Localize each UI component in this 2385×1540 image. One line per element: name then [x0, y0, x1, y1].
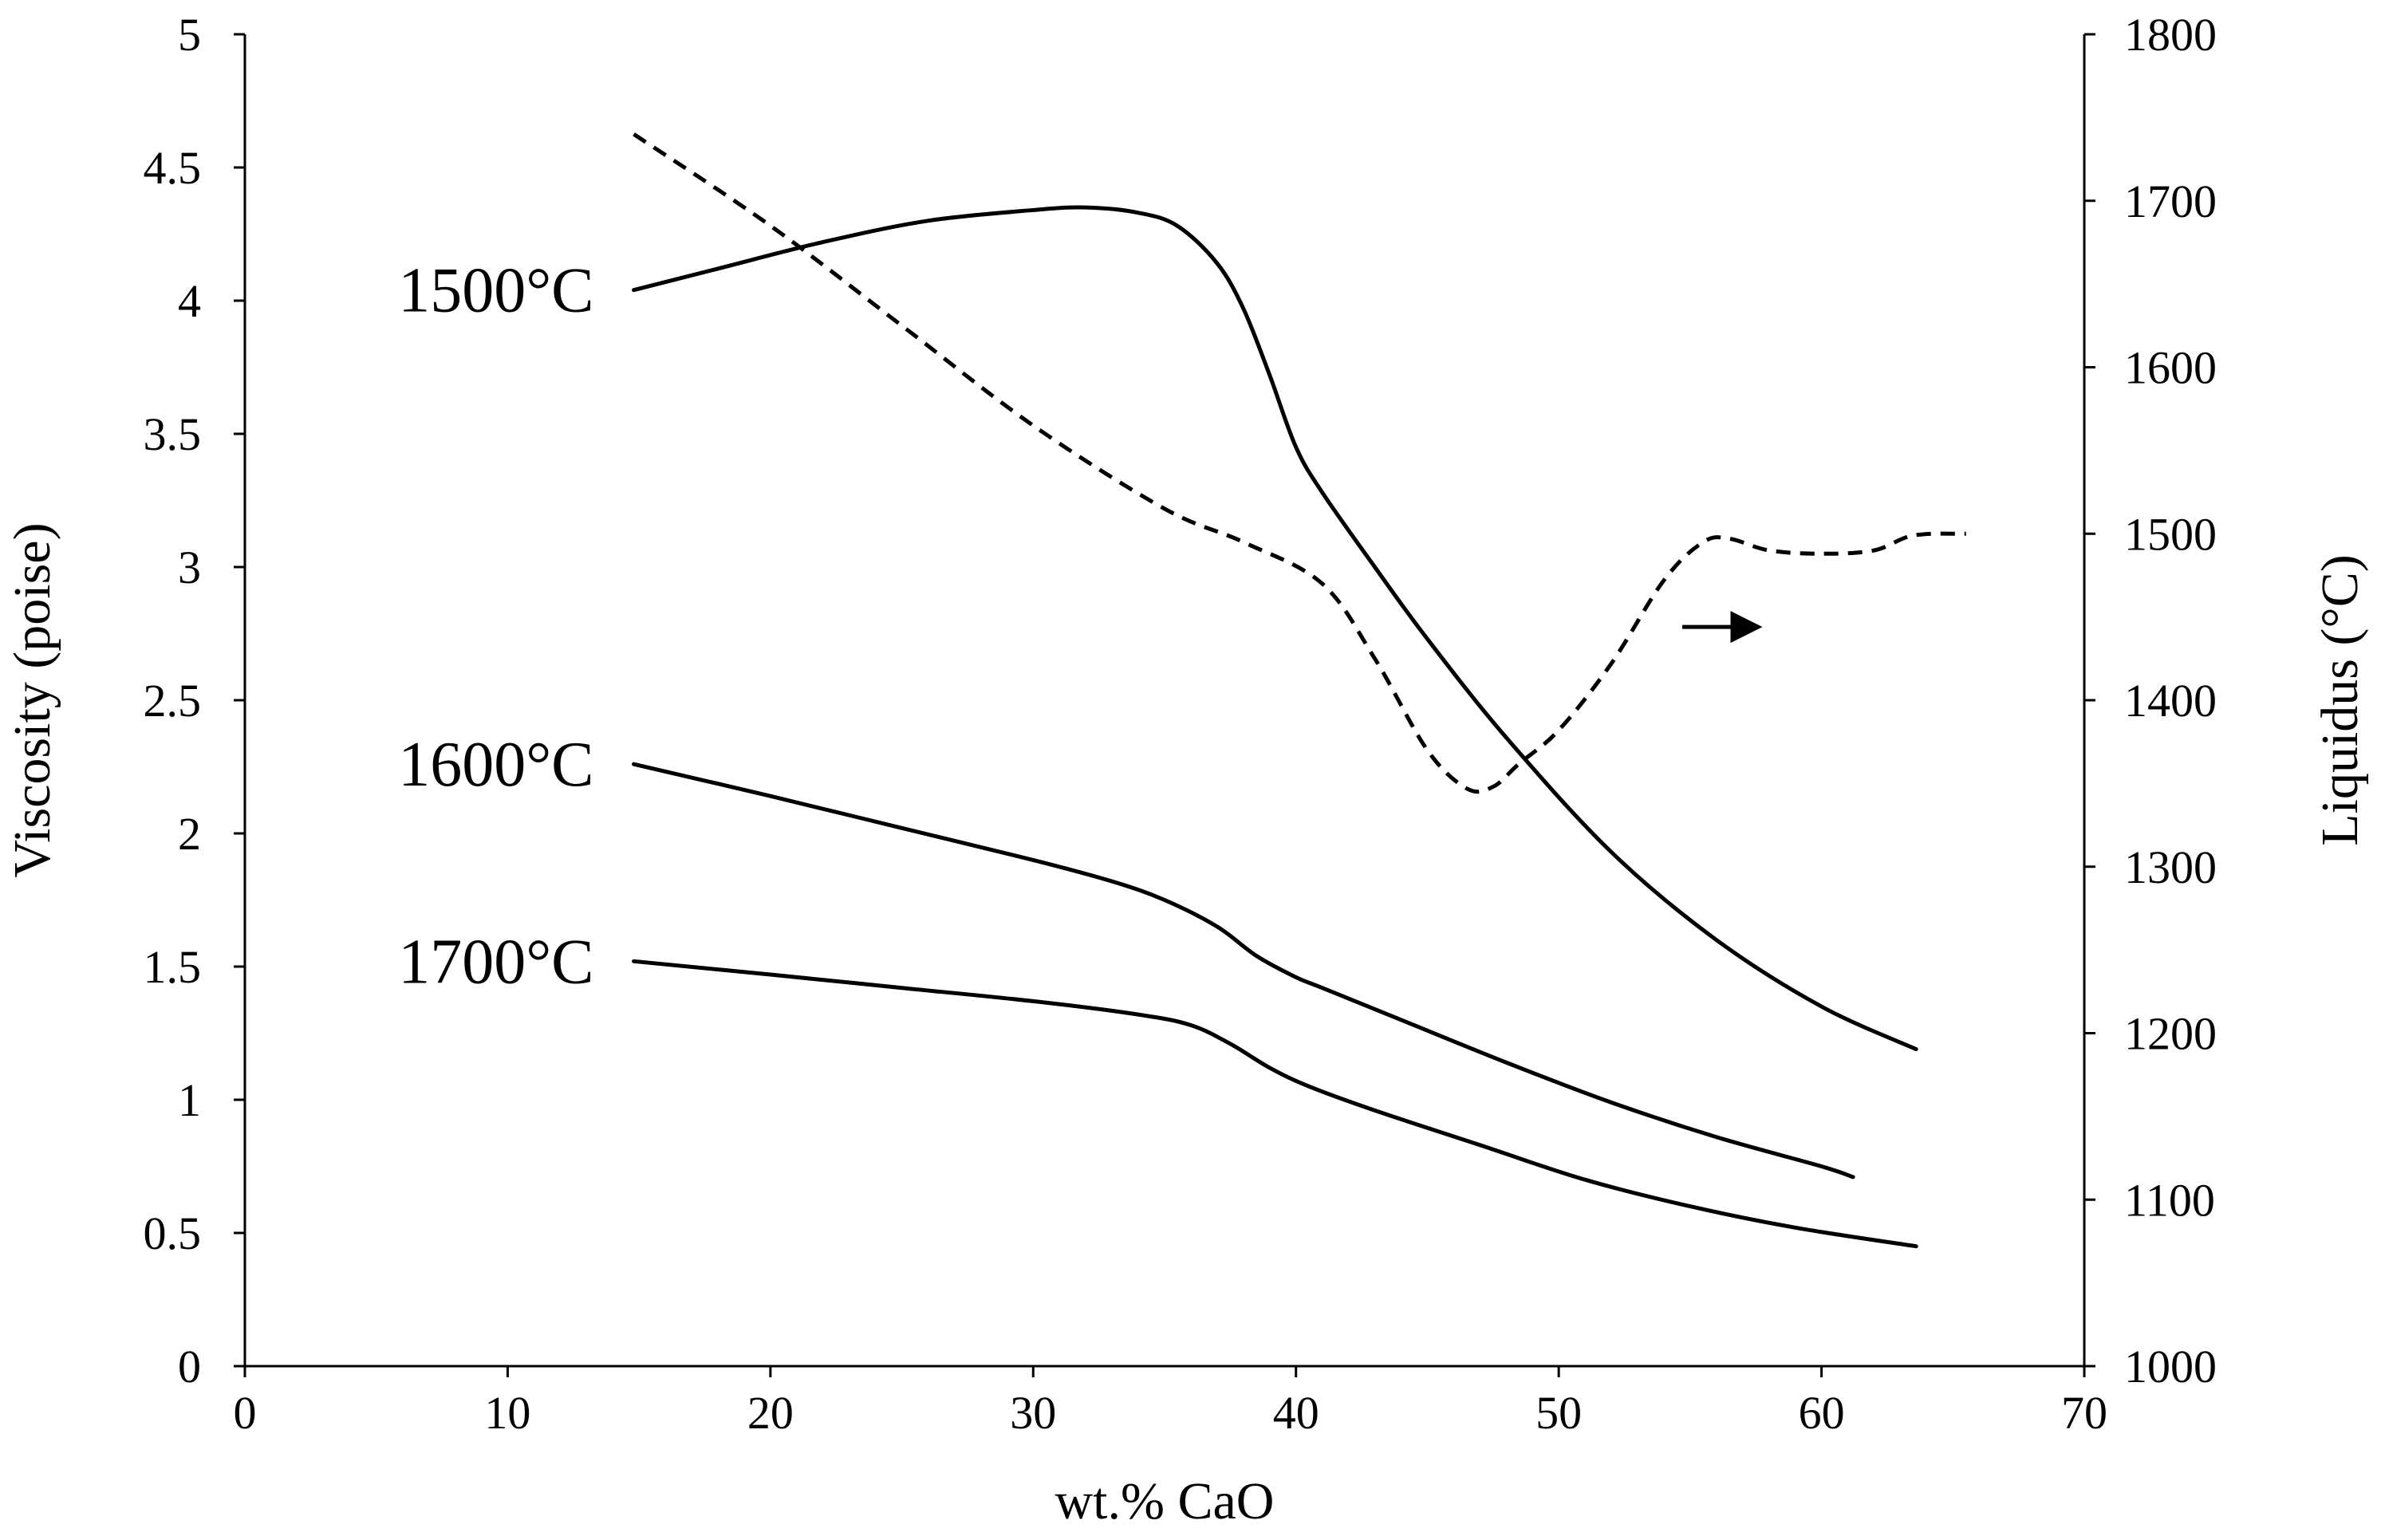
series-layer: 1500°C 1600°C 1700°C [398, 132, 1966, 1249]
y2-tick-label: 1400 [2124, 675, 2217, 727]
series-line-1600-c [632, 762, 1855, 1180]
series-line-1500-c [632, 205, 1918, 1052]
series-line-1700-c [632, 959, 1918, 1249]
y-tick-label: 0.5 [144, 1207, 202, 1259]
y2-tick-label: 1300 [2124, 841, 2217, 893]
y-tick-label: 4.5 [144, 142, 202, 194]
y2-tick-label: 1100 [2124, 1174, 2215, 1226]
x-tick-label: 40 [1273, 1387, 1319, 1439]
y-tick-label: 1 [178, 1074, 201, 1126]
x-tick-label: 30 [1010, 1387, 1056, 1439]
series-label-1500-c: 1500°C [398, 256, 593, 326]
y-tick-label: 2 [178, 808, 201, 860]
y-tick-label: 3.5 [144, 408, 202, 460]
series-label-1700-c: 1700°C [398, 927, 593, 997]
x-tick-label: 0 [234, 1387, 257, 1439]
y2-tick-label: 1800 [2124, 9, 2217, 61]
series-line-liquidus [633, 132, 1966, 794]
y-tick-label: 2.5 [144, 675, 202, 727]
y-tick-label: 5 [178, 9, 201, 61]
y2-tick-label: 1500 [2124, 508, 2217, 560]
y-tick-label: 0 [178, 1341, 201, 1392]
x-axis-title: wt.% CaO [1055, 1472, 1275, 1530]
x-tick-label: 60 [1799, 1387, 1845, 1439]
y2-tick-label: 1700 [2124, 175, 2217, 227]
y-tick-label: 4 [178, 275, 201, 327]
y-tick-label: 3 [178, 542, 201, 593]
y2-tick-label: 1600 [2124, 342, 2217, 394]
series-label-1600-c: 1600°C [398, 730, 593, 800]
y-axis-title: Viscosity (poise) [3, 522, 61, 877]
x-tick-label: 20 [747, 1387, 794, 1439]
y2-axis-title: Liquidus (°C) [2311, 554, 2369, 846]
y-tick-label: 1.5 [144, 941, 202, 993]
x-tick-label: 70 [2061, 1387, 2107, 1439]
x-tick-label: 50 [1535, 1387, 1582, 1439]
y2-tick-label: 1000 [2124, 1341, 2217, 1392]
x-tick-label: 10 [484, 1387, 530, 1439]
axes-layer: 0 10 20 30 40 50 60 70 0 0.5 1 1.5 2 2.5 3 3.5 4 4.5 5 1000… [3, 9, 2369, 1530]
y2-tick-label: 1200 [2124, 1008, 2217, 1060]
